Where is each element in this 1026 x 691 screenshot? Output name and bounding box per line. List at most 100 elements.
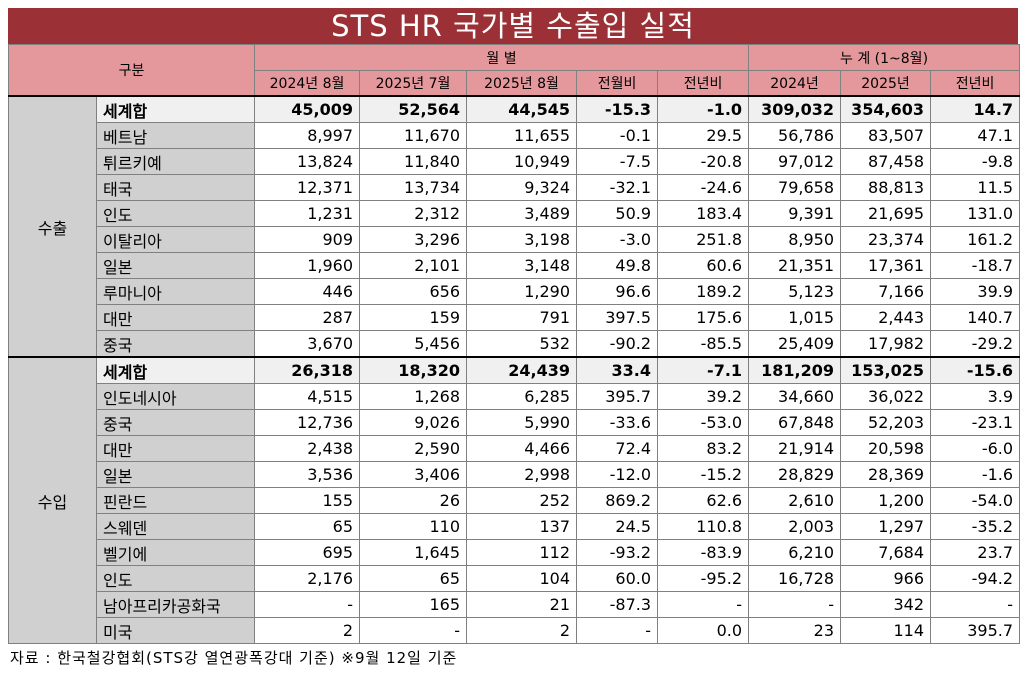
value-cell: 1,297 (840, 513, 932, 540)
value-cell: 28,369 (840, 461, 932, 488)
value-cell: 104 (466, 565, 578, 592)
value-cell: 47.1 (930, 122, 1021, 149)
value-cell: -15.6 (930, 356, 1021, 384)
value-cell: 2,101 (359, 252, 468, 279)
value-cell: 39.9 (930, 278, 1021, 305)
value-cell: -90.2 (576, 330, 659, 358)
value-cell: 79,658 (748, 174, 842, 201)
value-cell: 7,684 (840, 539, 932, 566)
value-cell: 656 (359, 278, 468, 305)
table-row: 중국 3,670 5,456 532 -90.2 -85.5 25,409 17,982 -29… (9, 330, 1021, 358)
value-cell: -93.2 (576, 539, 659, 566)
value-cell: 60.0 (576, 565, 659, 592)
value-cell: 45,009 (254, 95, 361, 123)
value-cell: 9,026 (359, 409, 468, 436)
country-name: 일본 (95, 461, 256, 488)
value-cell: 14.7 (930, 95, 1021, 123)
country-name: 벨기에 (95, 539, 256, 566)
value-cell: 10,949 (466, 148, 578, 175)
value-cell: 13,734 (359, 174, 468, 201)
value-cell: 44,545 (466, 95, 578, 123)
value-cell: 110.8 (657, 513, 750, 540)
value-cell: 33.4 (576, 356, 659, 384)
value-cell: -7.1 (657, 356, 750, 384)
value-cell: 1,231 (254, 200, 361, 227)
value-cell: -20.8 (657, 148, 750, 175)
value-cell: -12.0 (576, 461, 659, 488)
value-cell: 12,371 (254, 174, 361, 201)
value-cell: 1,268 (359, 383, 468, 410)
country-name: 인도네시아 (95, 383, 256, 410)
value-cell: 1,015 (748, 304, 842, 331)
value-cell: 112 (466, 539, 578, 566)
value-cell: 28,829 (748, 461, 842, 488)
value-cell: 49.8 (576, 252, 659, 279)
value-cell: 23.7 (930, 539, 1021, 566)
value-cell: 21 (466, 591, 578, 618)
value-cell: 26 (359, 487, 468, 514)
value-cell: 791 (466, 304, 578, 331)
value-cell: 1,290 (466, 278, 578, 305)
value-cell: -33.6 (576, 409, 659, 436)
value-cell: 3,406 (359, 461, 468, 488)
value-cell: 1,645 (359, 539, 468, 566)
country-name: 남아프리카공화국 (95, 591, 256, 618)
value-cell: 3,198 (466, 226, 578, 253)
value-cell: 21,695 (840, 200, 932, 227)
value-cell: - (657, 591, 750, 618)
table-row: 대만 287 159 791 397.5 175.6 1,015 2,443 140.7 (9, 304, 1021, 331)
table-row: 핀란드 155 26 252 869.2 62.6 2,610 1,200 -54.0 (9, 487, 1021, 514)
value-cell: 9,391 (748, 200, 842, 227)
value-cell: -6.0 (930, 435, 1021, 462)
value-cell: 3,536 (254, 461, 361, 488)
value-cell: 287 (254, 304, 361, 331)
table-row: 남아프리카공화국 -165 21 -87.3- -342- (9, 591, 1021, 618)
value-cell: 5,456 (359, 330, 468, 358)
value-cell: 869.2 (576, 487, 659, 514)
value-cell: 11,670 (359, 122, 468, 149)
value-cell: 695 (254, 539, 361, 566)
column-header: 2024년 8월 (254, 70, 361, 97)
country-name: 베트남 (95, 122, 256, 149)
column-header: 2024년 (748, 70, 842, 97)
value-cell: -23.1 (930, 409, 1021, 436)
value-cell: - (748, 591, 842, 618)
value-cell: 354,603 (840, 95, 932, 123)
value-cell: 2 (466, 617, 578, 644)
table-row: 베트남 8,997 11,670 11,655 -0.1 29.5 56,786 83,507… (9, 122, 1021, 149)
country-name: 루마니아 (95, 278, 256, 305)
value-cell: 2,312 (359, 200, 468, 227)
column-header: 2025년 7월 (359, 70, 468, 97)
column-header: 2025년 (840, 70, 932, 97)
value-cell: -0.1 (576, 122, 659, 149)
value-cell: -35.2 (930, 513, 1021, 540)
value-cell: 131.0 (930, 200, 1021, 227)
value-cell: 21,351 (748, 252, 842, 279)
value-cell: -9.8 (930, 148, 1021, 175)
page-title: STS HR 국가별 수출입 실적 (8, 8, 1018, 44)
value-cell: 29.5 (657, 122, 750, 149)
value-cell: 6,210 (748, 539, 842, 566)
value-cell: 137 (466, 513, 578, 540)
value-cell: 11.5 (930, 174, 1021, 201)
value-cell: 7,166 (840, 278, 932, 305)
value-cell: - (930, 591, 1021, 618)
value-cell: 140.7 (930, 304, 1021, 331)
value-cell: 446 (254, 278, 361, 305)
value-cell: 11,655 (466, 122, 578, 149)
value-cell: 532 (466, 330, 578, 358)
value-cell: 24,439 (466, 356, 578, 384)
country-name: 이탈리아 (95, 226, 256, 253)
value-cell: 88,813 (840, 174, 932, 201)
table-row: 태국 12,371 13,734 9,324 -32.1 -24.6 79,658 88,81… (9, 174, 1021, 201)
value-cell: -54.0 (930, 487, 1021, 514)
value-cell: 342 (840, 591, 932, 618)
value-cell: - (576, 617, 659, 644)
value-cell: 155 (254, 487, 361, 514)
value-cell: 21,914 (748, 435, 842, 462)
value-cell: 83.2 (657, 435, 750, 462)
country-name: 중국 (95, 330, 256, 358)
value-cell: 909 (254, 226, 361, 253)
value-cell: 159 (359, 304, 468, 331)
monthly-header: 월 별 (254, 44, 750, 71)
